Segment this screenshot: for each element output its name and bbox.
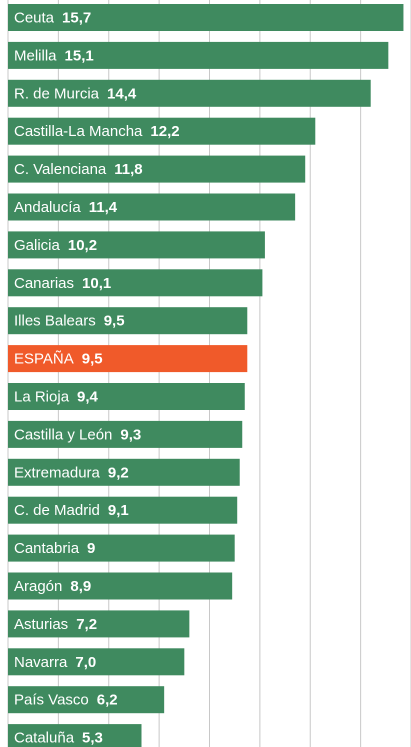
value-label: 8,9 bbox=[70, 578, 91, 595]
category-label: C. Valenciana bbox=[14, 161, 107, 178]
bar-label: R. de Murcia 14,4 bbox=[14, 85, 137, 102]
bar bbox=[8, 345, 248, 373]
bar-label: País Vasco 6,2 bbox=[14, 692, 118, 709]
bar-label: Extremadura 9,2 bbox=[14, 464, 129, 481]
bar bbox=[8, 610, 190, 638]
bar bbox=[8, 383, 245, 410]
category-label: Asturias bbox=[14, 616, 68, 633]
category-label: ESPAÑA bbox=[14, 351, 74, 368]
category-label: Melilla bbox=[14, 47, 57, 64]
value-label: 9 bbox=[87, 540, 95, 557]
category-label: Canarias bbox=[14, 275, 74, 292]
bar-label: Cantabria 9 bbox=[14, 540, 95, 557]
bar bbox=[8, 155, 306, 183]
value-label: 11,4 bbox=[89, 199, 118, 216]
value-label: 9,3 bbox=[120, 426, 141, 443]
bar bbox=[8, 41, 389, 69]
value-label: 10,2 bbox=[68, 237, 97, 254]
value-label: 9,4 bbox=[77, 388, 99, 405]
value-label: 9,5 bbox=[104, 313, 125, 330]
bar-label: Castilla y León 9,3 bbox=[14, 426, 141, 443]
value-label: 9,2 bbox=[108, 464, 129, 481]
bar-label: Aragón 8,9 bbox=[14, 578, 91, 595]
bar-label: Melilla 15,1 bbox=[14, 47, 94, 64]
category-label: Ceuta bbox=[14, 9, 55, 26]
value-label: 14,4 bbox=[107, 85, 137, 102]
category-label: Aragón bbox=[14, 578, 62, 595]
bar bbox=[8, 231, 265, 259]
category-label: Castilla y León bbox=[14, 426, 112, 443]
bar-label: Ceuta 15,7 bbox=[14, 9, 91, 26]
category-label: La Rioja bbox=[14, 388, 70, 405]
bar bbox=[8, 534, 235, 562]
value-label: 7,0 bbox=[75, 654, 96, 671]
bar bbox=[8, 269, 263, 297]
category-label: R. de Murcia bbox=[14, 85, 100, 102]
bar bbox=[8, 4, 404, 31]
bar bbox=[8, 648, 185, 676]
bar bbox=[8, 496, 238, 524]
bar-label: Andalucía 11,4 bbox=[14, 199, 118, 216]
value-label: 9,1 bbox=[108, 502, 129, 519]
bar bbox=[8, 458, 240, 486]
bar-label: Castilla-La Mancha 12,2 bbox=[14, 123, 180, 140]
bar-label: Galicia 10,2 bbox=[14, 237, 97, 254]
bar bbox=[8, 193, 296, 221]
bar bbox=[8, 572, 233, 600]
bar-label: C. Valenciana 11,8 bbox=[14, 161, 143, 178]
bar bbox=[8, 307, 248, 335]
value-label: 10,1 bbox=[82, 275, 111, 292]
bar-label: Navarra 7,0 bbox=[14, 654, 96, 671]
value-label: 5,3 bbox=[82, 730, 103, 747]
bar-label: ESPAÑA 9,5 bbox=[14, 351, 103, 368]
value-label: 15,1 bbox=[65, 47, 94, 64]
value-label: 9,5 bbox=[82, 351, 103, 368]
bar bbox=[8, 686, 165, 714]
category-label: Navarra bbox=[14, 654, 68, 671]
value-label: 7,2 bbox=[76, 616, 97, 633]
category-label: Cantabria bbox=[14, 540, 80, 557]
bar-label: La Rioja 9,4 bbox=[14, 388, 99, 405]
category-label: Galicia bbox=[14, 237, 61, 254]
bar-label: Canarias 10,1 bbox=[14, 275, 111, 292]
value-label: 6,2 bbox=[97, 692, 118, 709]
category-label: País Vasco bbox=[14, 692, 89, 709]
category-label: Illes Balears bbox=[14, 313, 96, 330]
bar bbox=[8, 117, 316, 145]
bar bbox=[8, 420, 243, 448]
category-label: Cataluña bbox=[14, 730, 75, 747]
category-label: Castilla-La Mancha bbox=[14, 123, 143, 140]
category-label: Extremadura bbox=[14, 464, 101, 481]
bar-label: C. de Madrid 9,1 bbox=[14, 502, 129, 519]
bar-label: Asturias 7,2 bbox=[14, 616, 97, 633]
bar-label: Illes Balears 9,5 bbox=[14, 313, 125, 330]
bar bbox=[8, 724, 142, 747]
category-label: Andalucía bbox=[14, 199, 81, 216]
category-label: C. de Madrid bbox=[14, 502, 100, 519]
value-label: 11,8 bbox=[114, 161, 142, 178]
bar bbox=[8, 79, 371, 107]
value-label: 15,7 bbox=[62, 9, 91, 26]
bar-label: Cataluña 5,3 bbox=[14, 730, 103, 747]
value-label: 12,2 bbox=[150, 123, 179, 140]
